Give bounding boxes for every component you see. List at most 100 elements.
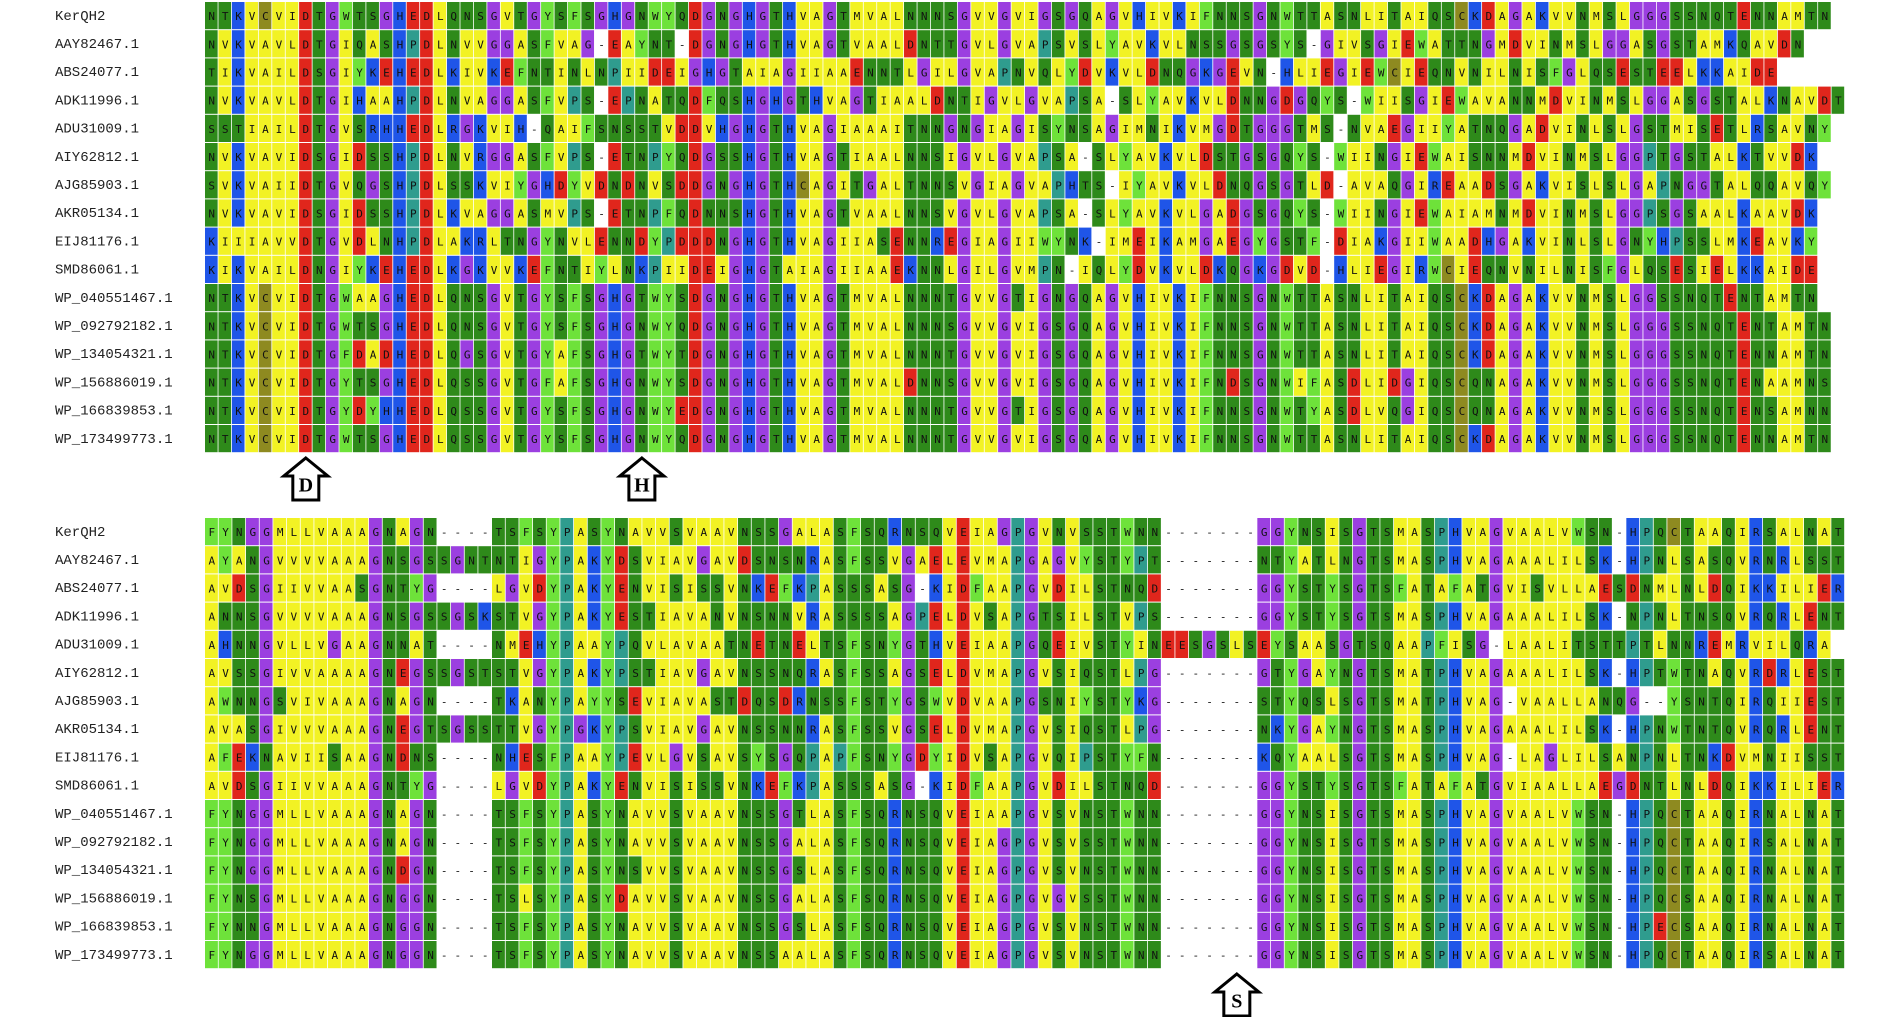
residue-cell [205,284,218,312]
residue-cell [1159,171,1173,199]
marker-label: D [299,475,313,497]
residue-cell [1697,171,1710,199]
residue-cell [823,86,836,114]
sequence-name: AIY62812.1 [55,666,139,682]
sequence-name: AIY62812.1 [55,150,139,166]
residue-cell [1522,284,1536,312]
residue-cell [231,171,245,199]
residue-cell [258,86,272,114]
residue-cell [729,143,742,171]
residue-cell [500,114,514,142]
residue-cell [1092,227,1105,255]
residue-cell [420,171,433,199]
residue-cell [662,171,675,199]
residue-cell [1616,58,1630,86]
residue-cell [1482,2,1495,30]
residue-cell [366,255,379,283]
residue-cell [500,30,514,58]
residue-cell [1307,2,1320,30]
residue-cell [1764,284,1777,312]
residue-cell [272,143,285,171]
residue-cell [796,143,810,171]
residue-cell [1522,143,1536,171]
residue-cell [325,30,339,58]
residue-cell [1455,86,1468,114]
residue-cell [1213,143,1226,171]
residue-cell [742,199,756,227]
residue-cell [971,58,984,86]
residue-cell [1495,114,1509,142]
residue-cell [1361,30,1374,58]
residue-cell [608,86,621,114]
residue-cell [420,2,433,30]
residue-cell [1347,255,1361,283]
residue-cell [1495,86,1509,114]
residue-cell [1683,86,1697,114]
residue-cell [1172,171,1186,199]
residue-cell [312,2,326,30]
residue-cell [1374,284,1388,312]
residue-cell [1213,255,1226,283]
residue-cell [366,86,379,114]
residue-cell [836,2,850,30]
residue-cell [285,284,299,312]
residue-cell [1697,58,1710,86]
residue-cell [325,199,339,227]
residue-cell [1616,114,1630,142]
residue-cell [473,30,487,58]
residue-cell [1710,58,1724,86]
residue-cell [1065,227,1078,255]
residue-cell [971,255,984,283]
residue-cell [1643,30,1656,58]
residue-cell [1441,86,1455,114]
residue-cell [325,255,339,283]
residue-cell [890,284,904,312]
residue-cell [567,114,581,142]
residue-cell [1697,86,1710,114]
residue-cell [1441,284,1455,312]
residue-cell [527,171,541,199]
residue-cell [944,30,957,58]
residue-cell [1307,284,1320,312]
residue-cell [581,255,595,283]
residue-cell [742,284,756,312]
residue-cell [393,284,406,312]
residue-cell [877,171,890,199]
residue-cell [406,227,420,255]
residue-cell [971,171,984,199]
residue-cell [231,2,245,30]
residue-cell [971,227,984,255]
residue-cell [1643,86,1656,114]
residue-cell [662,227,675,255]
residue-cell [1199,199,1213,227]
residue-cell [567,30,581,58]
residue-cell [917,2,931,30]
residue-cell [1468,284,1482,312]
residue-cell [1051,114,1065,142]
residue-cell [796,284,810,312]
residue-cell [917,171,931,199]
residue-cell [1549,284,1562,312]
residue-cell [1011,58,1025,86]
residue-cell [1361,2,1374,30]
residue-cell [890,227,904,255]
residue-cell [809,86,823,114]
residue-cell [1414,227,1428,255]
residue-cell [675,284,689,312]
residue-cell [379,30,393,58]
residue-cell [890,255,904,283]
residue-cell [1508,143,1522,171]
residue-cell [1025,227,1038,255]
residue-cell [823,58,836,86]
residue-cell [567,2,581,30]
residue-cell [514,86,527,114]
residue-cell [1724,284,1737,312]
residue-cell [890,58,904,86]
residue-cell [1804,227,1818,255]
residue-cell [285,143,299,171]
residue-cell [1145,199,1159,227]
residue-cell [1240,30,1253,58]
residue-cell [1576,227,1589,255]
residue-cell [339,171,353,199]
residue-cell [1791,199,1804,227]
